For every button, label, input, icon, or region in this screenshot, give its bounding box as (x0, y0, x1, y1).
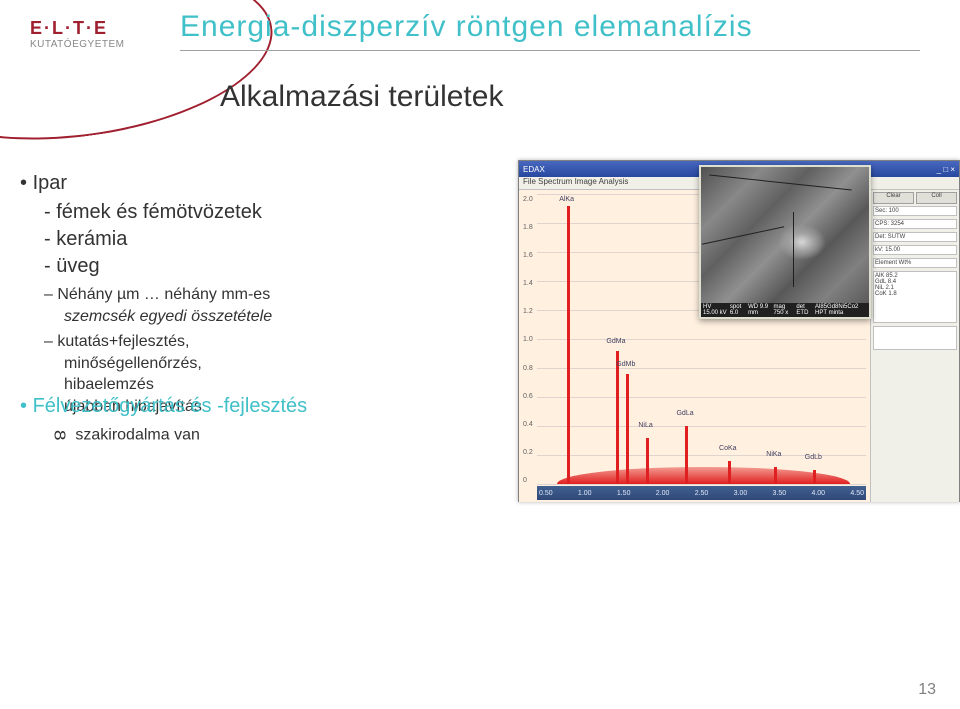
yaxis-tick: 1.6 (523, 252, 535, 259)
ipar-d2a: – kutatás+fejlesztés, (44, 327, 272, 353)
spectrum-peak (685, 426, 688, 484)
logo-title: E·L·T·E (30, 18, 160, 39)
edax-screenshot: EDAX _ □ × File Spectrum Image Analysis … (518, 160, 960, 502)
info-sec: Sec: 100 (873, 206, 957, 216)
yaxis-tick: 0.4 (523, 421, 535, 428)
sem-sample: Al85Gd8Ni5Co2 HPT minta (815, 304, 867, 316)
elem-list: AlK 85.2GdL 8.4NiL 2.1CoK 1.8 (873, 271, 957, 323)
spectrum-peak (626, 374, 629, 484)
xaxis-tick: 1.50 (617, 490, 631, 497)
logo-subtitle: KUTATÓEGYETEM (30, 39, 160, 50)
info-det: Det: SUTW (873, 232, 957, 242)
control-panel: Clear Coll Sec: 100 CPS: 3254 Det: SUTW … (871, 190, 959, 502)
collect-button[interactable]: Coll (916, 192, 957, 204)
subtitle: Alkalmazási területek (220, 80, 503, 114)
section-ipar: • Ipar - fémek és fémötvözetek - kerámia… (20, 170, 272, 418)
sem-hv: HV 15.00 kV (703, 304, 727, 316)
yaxis-tick: 0.2 (523, 449, 535, 456)
spectrum-peak (774, 467, 777, 484)
sem-feature (710, 175, 852, 191)
logo: E·L·T·E KUTATÓEGYETEM (10, 12, 160, 60)
felv-head: Félvezetőgyártás és -fejlesztés (33, 395, 308, 417)
spectrum-xaxis: 0.50 1.00 1.50 2.00 2.50 3.00 3.50 4.00 4.50 (537, 486, 866, 500)
spectrum-peak (646, 438, 649, 484)
spectrum-baseline (557, 467, 850, 484)
ipar-d1a: – Néhány µm … néhány mm-es (44, 280, 272, 306)
sem-mag: mag 750 x (774, 304, 794, 316)
peak-label: GdLb (805, 454, 822, 461)
yaxis-tick: 1.2 (523, 308, 535, 315)
window-controls-icon: _ □ × (937, 165, 955, 174)
yaxis-tick: 0.6 (523, 393, 535, 400)
yaxis-tick: 1.0 (523, 336, 535, 343)
sem-feature (793, 212, 794, 287)
yaxis-tick: 0.8 (523, 365, 535, 372)
peak-label: CoKa (719, 445, 737, 452)
spectrum-peak (728, 461, 731, 484)
xaxis-tick: 4.00 (811, 490, 825, 497)
ipar-d2b: minőségellenőrzés, (64, 353, 272, 375)
xaxis-tick: 4.50 (850, 490, 864, 497)
yaxis-tick: 0 (523, 477, 535, 484)
ipar-d1b: szemcsék egyedi összetétele (64, 306, 272, 328)
xaxis-tick: 0.50 (539, 490, 553, 497)
sem-spot: spot 6.0 (730, 304, 745, 316)
yaxis-tick: 2.0 (523, 196, 535, 203)
sem-det: det ETD (796, 304, 812, 316)
clear-button[interactable]: Clear (873, 192, 914, 204)
page-number: 13 (918, 681, 936, 699)
elem-header: Element Wt% (873, 258, 957, 268)
spacer-box (873, 326, 957, 350)
peak-label: AlKa (559, 196, 574, 203)
peak-label: NiKa (766, 451, 781, 458)
xaxis-tick: 2.50 (695, 490, 709, 497)
sem-wd: WD 9.9 mm (748, 304, 770, 316)
xaxis-tick: 3.00 (734, 490, 748, 497)
xaxis-tick: 2.00 (656, 490, 670, 497)
page-title: Energia-diszperzív röntgen elemanalízis (180, 10, 920, 51)
peak-label: GdMb (616, 361, 635, 368)
spectrum-peak (567, 206, 570, 484)
peak-label: GdLa (676, 410, 693, 417)
sem-feature (702, 226, 784, 244)
ipar-head: Ipar (33, 172, 67, 194)
sem-image-overlay: HV 15.00 kV spot 6.0 WD 9.9 mm mag 750 x… (699, 165, 871, 319)
elem-row: CoK 1.8 (875, 291, 955, 297)
section-felvezeto: • Félvezetőgyártás és -fejlesztés 8 szak… (20, 392, 307, 447)
yaxis-tick: 1.4 (523, 280, 535, 287)
ipar-l2: - kerámia (44, 226, 272, 253)
infinity-icon: 8 (47, 430, 69, 441)
xaxis-tick: 1.00 (578, 490, 592, 497)
ipar-l3: - üveg (44, 253, 272, 280)
xaxis-tick: 3.50 (773, 490, 787, 497)
sem-micrograph (701, 167, 869, 317)
sem-infobar: HV 15.00 kV spot 6.0 WD 9.9 mm mag 750 x… (701, 303, 869, 317)
felv-text: szakirodalma van (75, 426, 200, 443)
peak-label: GdMa (606, 338, 625, 345)
ipar-l1: - fémek és fémötvözetek (44, 199, 272, 226)
spectrum-peak (616, 351, 619, 484)
info-cps: CPS: 3254 (873, 219, 957, 229)
yaxis-tick: 1.8 (523, 224, 535, 231)
info-kv: kV: 15.00 (873, 245, 957, 255)
spectrum-peak (813, 470, 816, 485)
app-title: EDAX (523, 165, 545, 174)
peak-label: NiLa (638, 422, 652, 429)
